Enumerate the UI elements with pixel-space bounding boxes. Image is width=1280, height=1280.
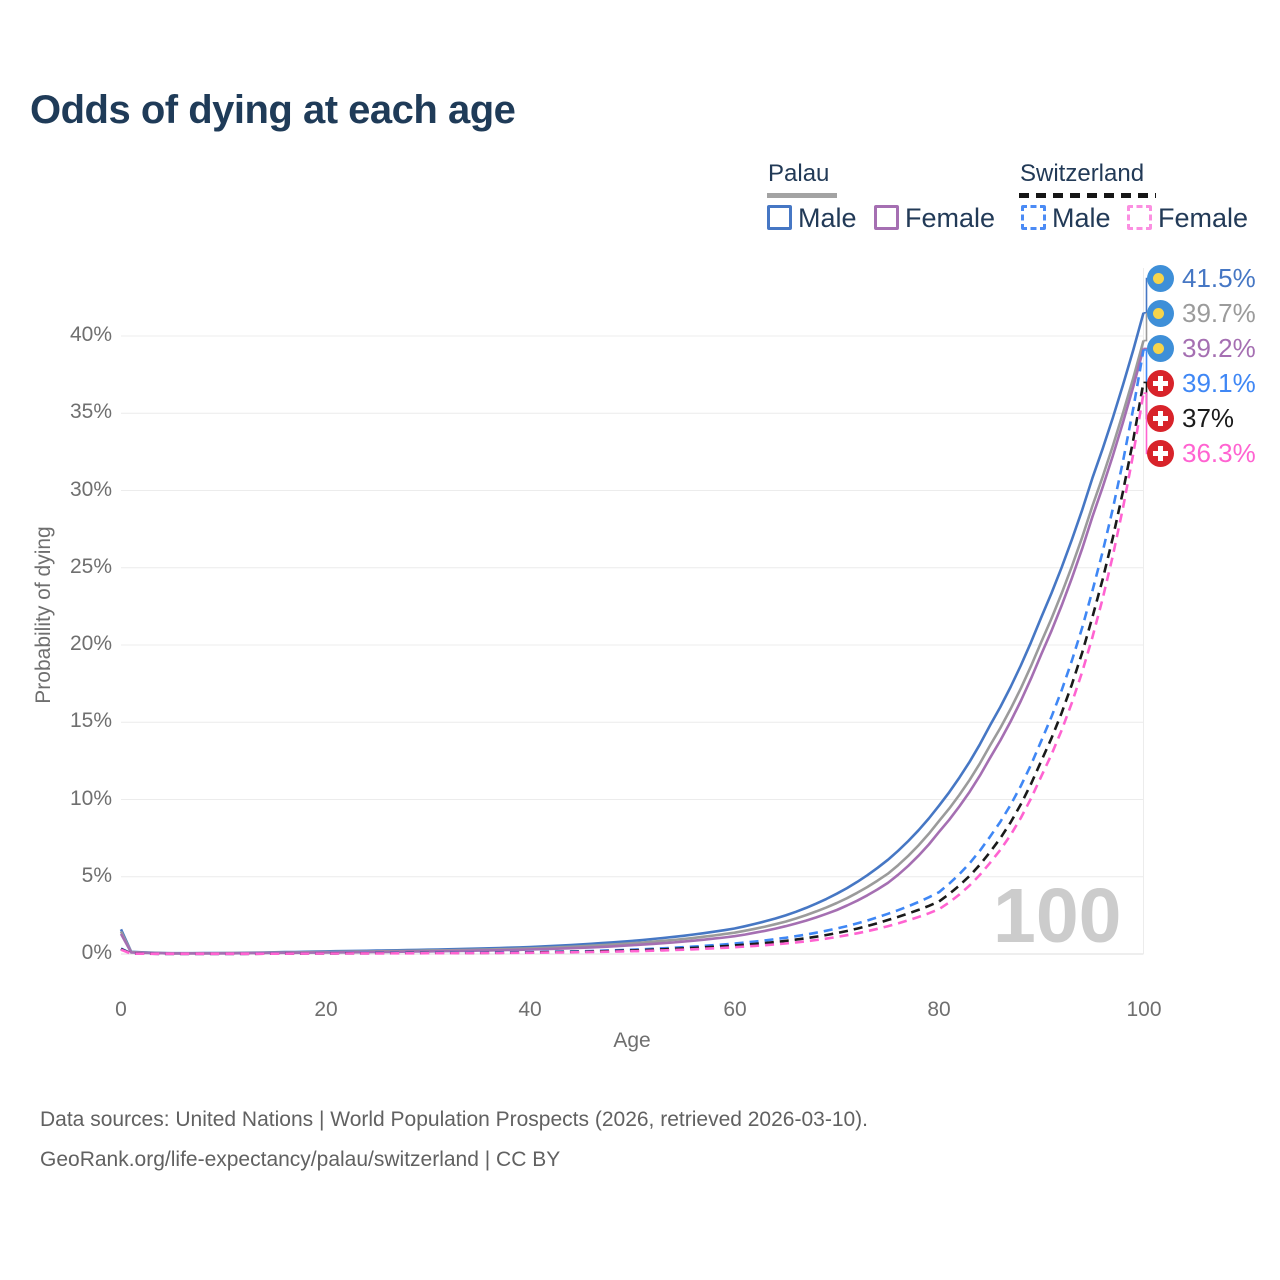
- palau-flag-icon: [1147, 299, 1174, 327]
- data-sources-text: Data sources: United Nations | World Pop…: [40, 1108, 869, 1131]
- legend-swatch-switzerland-female[interactable]: [1127, 205, 1152, 230]
- x-axis-title: Age: [613, 1029, 651, 1052]
- palau-flag-icon: [1147, 334, 1174, 362]
- end-value-switzerland-both: 37%: [1182, 402, 1235, 433]
- end-label-palau-female: 39.2%: [1147, 332, 1256, 364]
- end-label-palau-male: 41.5%: [1147, 262, 1256, 294]
- y-tick-40: 40%: [69, 323, 112, 346]
- x-tick-40: 40: [518, 998, 542, 1021]
- x-tick-100: 100: [1126, 998, 1162, 1021]
- legend-label-palau-male[interactable]: Male: [798, 203, 857, 233]
- end-label-switzerland-male: 39.1%: [1147, 367, 1256, 399]
- switzerland-flag-icon: [1147, 369, 1174, 397]
- legend-group-switzerland-title: Switzerland: [1020, 160, 1145, 187]
- end-value-palau-female: 39.2%: [1182, 332, 1256, 363]
- switzerland-flag-icon: [1147, 439, 1174, 467]
- y-tick-35: 35%: [69, 400, 112, 423]
- y-tick-20: 20%: [69, 632, 112, 655]
- legend-label-switzerland-male[interactable]: Male: [1052, 203, 1111, 233]
- y-tick-30: 30%: [69, 478, 112, 501]
- y-tick-25: 25%: [69, 555, 112, 578]
- palau-flag-icon: [1147, 264, 1174, 292]
- y-tick-15: 15%: [69, 709, 112, 732]
- x-tick-20: 20: [314, 998, 338, 1021]
- legend-label-palau-female[interactable]: Female: [905, 203, 996, 233]
- end-label-palau-both: 39.7%: [1147, 297, 1256, 329]
- legend-switzerland-line-sample: [1019, 193, 1156, 198]
- end-label-switzerland-female: 36.3%: [1147, 437, 1256, 469]
- legend-group-palau-title: Palau: [768, 160, 830, 187]
- x-tick-0: 0: [115, 998, 127, 1021]
- x-tick-80: 80: [927, 998, 951, 1021]
- legend-swatch-switzerland-male[interactable]: [1021, 205, 1046, 230]
- end-value-palau-both: 39.7%: [1182, 297, 1256, 328]
- legend-palau-line-sample: [767, 193, 837, 198]
- page-title: Odds of dying at each age: [30, 88, 516, 132]
- y-axis-title: Probability of dying: [32, 526, 55, 704]
- attribution-text[interactable]: GeoRank.org/life-expectancy/palau/switze…: [40, 1148, 561, 1171]
- end-value-switzerland-female: 36.3%: [1182, 437, 1256, 468]
- x-tick-60: 60: [723, 998, 747, 1021]
- y-tick-5: 5%: [81, 864, 112, 887]
- legend-swatch-palau-male[interactable]: [767, 205, 792, 230]
- hover-age-watermark: 100: [993, 873, 1122, 959]
- end-value-palau-male: 41.5%: [1182, 262, 1256, 293]
- legend-swatch-palau-female[interactable]: [874, 205, 899, 230]
- end-label-switzerland-both: 37%: [1147, 402, 1234, 434]
- legend-label-switzerland-female[interactable]: Female: [1158, 203, 1249, 233]
- y-tick-0: 0%: [81, 941, 112, 964]
- y-tick-10: 10%: [69, 787, 112, 810]
- switzerland-flag-icon: [1147, 404, 1174, 432]
- end-value-switzerland-male: 39.1%: [1182, 367, 1256, 398]
